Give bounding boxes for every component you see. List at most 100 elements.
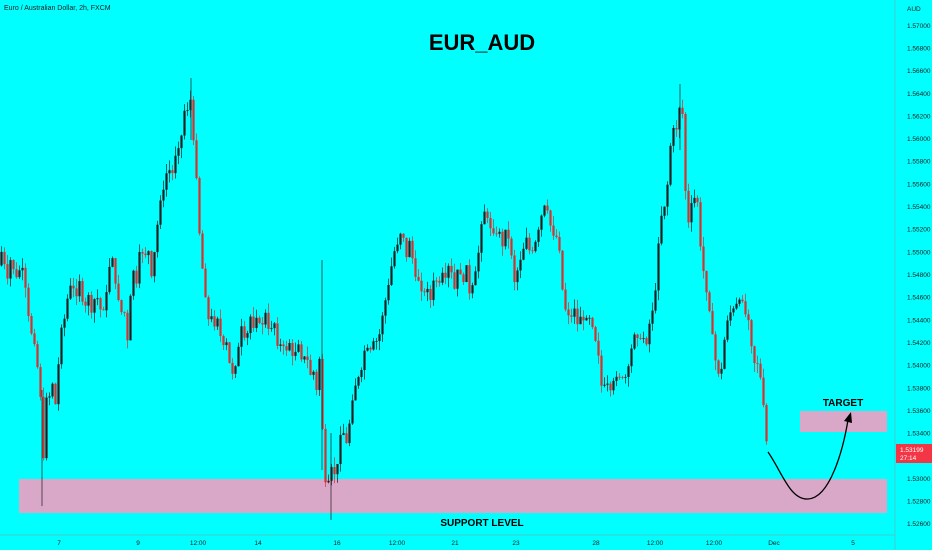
candle [144,247,147,258]
candle [147,250,150,265]
candle [30,313,33,336]
candle [39,363,42,401]
candle [225,338,228,351]
candle [105,284,108,318]
candle [63,314,66,337]
candle [345,426,348,444]
candle [159,195,162,230]
candle [42,387,45,461]
candle [513,249,516,291]
candle [276,317,279,350]
candle [354,378,357,401]
candle [267,303,270,336]
candle [60,324,63,369]
candle [27,283,30,322]
candle [78,274,81,302]
candle [708,290,711,313]
candle [261,316,264,335]
candle [315,369,318,396]
price-tick-label: 1.56000 [907,136,931,143]
candle [198,176,201,236]
candle [678,106,681,139]
candle [729,305,732,327]
candle [174,146,177,179]
candle [474,266,477,286]
candle [195,133,198,180]
candle [336,463,339,483]
candle [636,333,639,347]
time-axis[interactable]: 7 9 12:00 14 16 12:00 21 23 28 12:00 12:00 Dec 5 [57,540,855,547]
candle [87,292,90,316]
chart-title: EUR_AUD [429,30,535,55]
price-axis[interactable]: 1.57000 1.56800 1.56600 1.56400 1.56200 1.560… [907,23,931,528]
candle [672,124,675,153]
candle [378,329,381,351]
price-tick-label: 1.55200 [907,227,931,234]
candle [333,457,336,484]
candle [624,374,627,384]
candle [120,299,123,315]
candle [369,346,372,353]
candle [9,257,12,287]
candle [351,394,354,425]
candle [204,263,207,298]
price-tick-label: 1.54600 [907,295,931,302]
candle [69,278,72,301]
candle [426,281,429,302]
price-tick-label: 1.53800 [907,385,931,392]
candle [381,311,384,342]
price-tick-label: 1.54800 [907,272,931,279]
candle [720,362,723,380]
candle [165,164,168,197]
candle [735,297,738,310]
candle [390,257,393,287]
candle [327,474,330,484]
candle [234,365,237,378]
candle [462,272,465,286]
candle [249,314,252,340]
candle [675,120,678,137]
candle [465,265,468,283]
support-level-label: SUPPORT LEVEL [440,518,523,529]
candle [480,221,483,262]
time-tick-label: 28 [592,540,600,547]
candle [582,310,585,331]
candle [375,337,378,350]
candle [237,342,240,367]
candle [612,377,615,395]
candle [537,226,540,247]
candle [453,263,456,290]
candle [759,358,762,380]
candle [642,331,645,344]
candle [699,197,702,251]
candle [510,236,513,259]
candle [294,342,297,361]
current-price-value: 1.53199 [900,447,924,454]
candle [138,244,141,289]
time-tick-label: 12:00 [389,540,406,547]
candle [348,419,351,447]
candle [258,315,261,325]
candle [627,363,630,387]
candle [555,229,558,239]
candle [738,297,741,307]
candle [438,276,441,287]
candle [96,289,99,306]
price-tick-label: 1.53600 [907,408,931,415]
price-tick-label: 1.53000 [907,476,931,483]
candle [534,240,537,253]
current-price-background [896,444,932,463]
price-tick-label: 1.54000 [907,363,931,370]
candle [222,334,225,350]
candle [723,336,726,370]
candle [270,320,273,332]
candle [486,208,489,224]
candle [468,259,471,300]
candle [567,302,570,325]
candle [429,285,432,309]
candle [654,282,657,314]
candle [507,221,510,249]
candle [660,206,663,246]
candle [246,330,249,346]
